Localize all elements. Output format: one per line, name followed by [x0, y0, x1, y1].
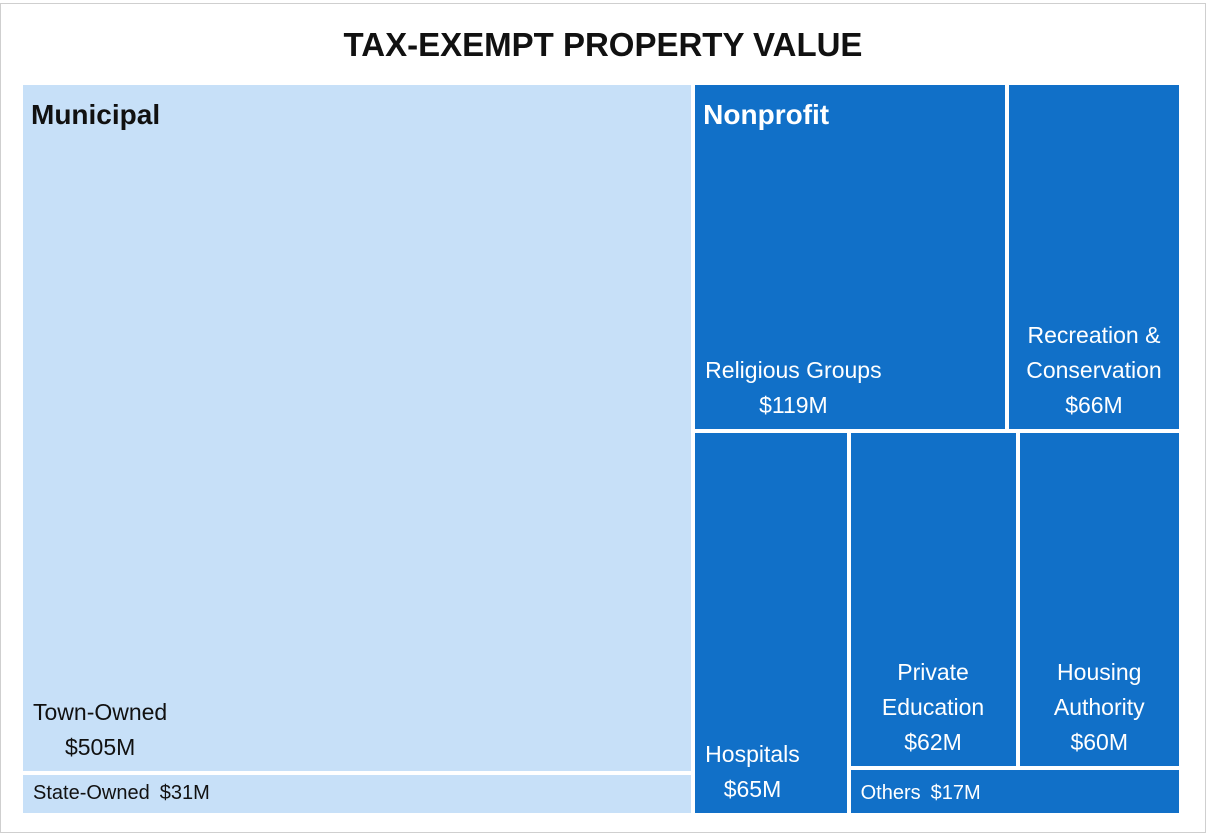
- cell-label: Housing Authority $60M: [1020, 655, 1179, 760]
- cell-name: Private Education: [881, 659, 985, 721]
- cell-label-block: Housing Authority $60M: [1028, 655, 1171, 760]
- treemap-cell: Others $17M: [850, 770, 1179, 813]
- treemap-cell: Private Education $62M: [850, 433, 1016, 767]
- cell-value: $60M: [1070, 729, 1129, 756]
- treemap-cell: Town-Owned $505M: [23, 85, 692, 771]
- cell-label: Town-Owned $505M: [33, 695, 167, 765]
- group-title: Municipal: [31, 99, 161, 130]
- cell-value: $17M: [930, 781, 981, 804]
- cell-label-block: State-Owned $31M: [33, 782, 210, 804]
- cell-label-block: Private Education $62M: [859, 655, 1008, 760]
- cell-name: Hospitals: [705, 740, 800, 767]
- treemap-cell: Religious Groups $119M: [695, 85, 1005, 430]
- cell-label: Recreation & Conservation $66M: [1009, 318, 1179, 423]
- cell-label: Religious Groups $119M: [705, 353, 881, 423]
- cell-name: Housing Authority: [1053, 659, 1145, 721]
- cell-value: $65M: [723, 775, 782, 802]
- cell-name: State-Owned: [33, 781, 150, 804]
- cell-name: Town-Owned: [33, 698, 168, 725]
- cell-value: $31M: [159, 781, 210, 804]
- cell-label: Hospitals $65M: [705, 737, 800, 807]
- group-title: Nonprofit: [703, 99, 830, 130]
- cell-value: $119M: [759, 392, 828, 419]
- cell-label-block: Others $17M: [861, 782, 981, 804]
- chart-title: TAX-EXEMPT PROPERTY VALUE: [343, 26, 863, 63]
- chart: TAX-EXEMPT PROPERTY VALUE Town-Owned $505…: [0, 3, 1206, 833]
- treemap-cell: State-Owned $31M: [23, 774, 692, 813]
- cell-label-block: Recreation & Conservation $66M: [1017, 318, 1171, 423]
- treemap-cell: Housing Authority $60M: [1019, 433, 1179, 767]
- treemap-cell: Recreation & Conservation $66M: [1008, 85, 1179, 430]
- cell-label: State-Owned $31M: [33, 776, 210, 811]
- cell-value: $505M: [64, 733, 136, 760]
- cell-label: Private Education $62M: [851, 655, 1016, 760]
- cell-name: Religious Groups: [705, 357, 882, 384]
- cell-value: $66M: [1065, 392, 1123, 419]
- treemap-cell: Hospitals $65M: [695, 433, 847, 813]
- cell-label: Others $17M: [861, 776, 981, 811]
- cell-label-block: Town-Owned $505M: [33, 695, 167, 765]
- cell-label-block: Hospitals $65M: [705, 737, 800, 807]
- cell-name: Others: [860, 781, 921, 804]
- cell-label-block: Religious Groups $119M: [705, 353, 881, 423]
- cell-value: $62M: [904, 729, 962, 756]
- cell-name: Recreation & Conservation: [1026, 322, 1162, 384]
